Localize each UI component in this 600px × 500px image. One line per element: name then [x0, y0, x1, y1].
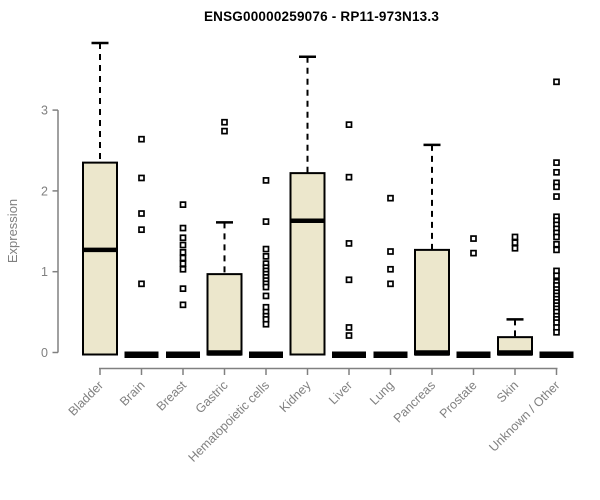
outlier-point	[553, 193, 560, 200]
outlier-point	[179, 301, 187, 309]
outlier-point	[179, 248, 187, 256]
outlier-point	[262, 252, 270, 260]
x-tick-label: Brain	[117, 378, 148, 409]
x-tick-label: Liver	[326, 378, 355, 407]
outlier-point	[138, 226, 145, 234]
x-tick-label: Skin	[494, 378, 521, 405]
outlier-point	[179, 234, 187, 242]
outlier-point	[345, 121, 353, 128]
outlier-point	[179, 260, 187, 267]
outlier-point	[179, 265, 187, 273]
outlier-point	[221, 118, 228, 126]
y-tick-label: 3	[41, 104, 48, 118]
collapsed-box	[332, 351, 366, 358]
outlier-point	[262, 320, 270, 328]
outlier-point	[553, 328, 560, 336]
collapsed-box	[166, 351, 200, 358]
outlier-point	[179, 224, 187, 232]
outlier-point	[262, 245, 270, 253]
outlier-point	[262, 177, 270, 184]
x-tick-label: Unknown / Other	[486, 378, 562, 454]
outlier-point	[511, 239, 519, 246]
outlier-point	[179, 254, 187, 262]
box	[289, 172, 326, 356]
collapsed-box	[124, 351, 159, 358]
outlier-point	[553, 240, 560, 248]
y-tick-label: 2	[41, 184, 48, 198]
outlier-point	[553, 246, 560, 254]
outlier-point	[553, 183, 560, 191]
plot-elements: 0 1 2 3 Bladder Brain Breast GastricHematopoiet…	[41, 41, 574, 465]
chart-title: ENSG00000259076 - RP11-973N13.3	[203, 9, 440, 24]
outlier-point	[221, 127, 228, 135]
box	[206, 273, 243, 356]
outlier-point	[511, 244, 519, 252]
outlier-point	[345, 324, 353, 331]
collapsed-box	[249, 351, 283, 358]
x-tick-label: Breast	[154, 378, 190, 414]
outlier-point	[387, 280, 394, 288]
outlier-point	[553, 78, 560, 86]
outlier-point	[387, 248, 394, 255]
y-axis-label: Expression	[5, 199, 20, 263]
x-tick-label: Bladder	[66, 378, 106, 418]
outlier-point	[387, 265, 394, 273]
y-tick-label: 0	[41, 346, 48, 360]
outlier-point	[387, 194, 394, 202]
box	[414, 248, 450, 356]
outlier-point	[262, 292, 270, 300]
outlier-point	[138, 210, 145, 217]
outlier-point	[553, 233, 560, 241]
outlier-point	[553, 159, 560, 166]
outlier-point	[345, 173, 353, 181]
x-tick-label: Lung	[367, 378, 397, 408]
outlier-point	[511, 233, 519, 241]
x-tick-label: Kidney	[277, 378, 314, 415]
outlier-point	[345, 332, 353, 339]
y-tick-label: 1	[41, 265, 48, 279]
outlier-point	[553, 272, 560, 280]
x-tick-label: Gastric	[193, 378, 231, 416]
collapsed-box	[456, 351, 491, 358]
outlier-point	[138, 280, 145, 288]
outlier-point	[262, 218, 270, 225]
outlier-point	[179, 241, 187, 249]
outlier-point	[138, 135, 145, 143]
collapsed-box	[539, 351, 574, 358]
outlier-point	[345, 240, 353, 247]
outlier-point	[179, 201, 187, 208]
outlier-point	[470, 249, 477, 257]
outlier-point	[345, 276, 353, 284]
outlier-point	[138, 174, 145, 182]
x-tick-label: Hematopoietic cells	[186, 378, 273, 465]
outlier-point	[179, 285, 187, 293]
outlier-point	[470, 235, 477, 242]
box	[82, 161, 118, 356]
collapsed-box	[373, 351, 408, 358]
x-tick-label: Pancreas	[391, 378, 438, 425]
outlier-point	[553, 168, 560, 176]
outlier-point	[262, 283, 270, 291]
x-tick-label: Prostate	[437, 378, 480, 421]
